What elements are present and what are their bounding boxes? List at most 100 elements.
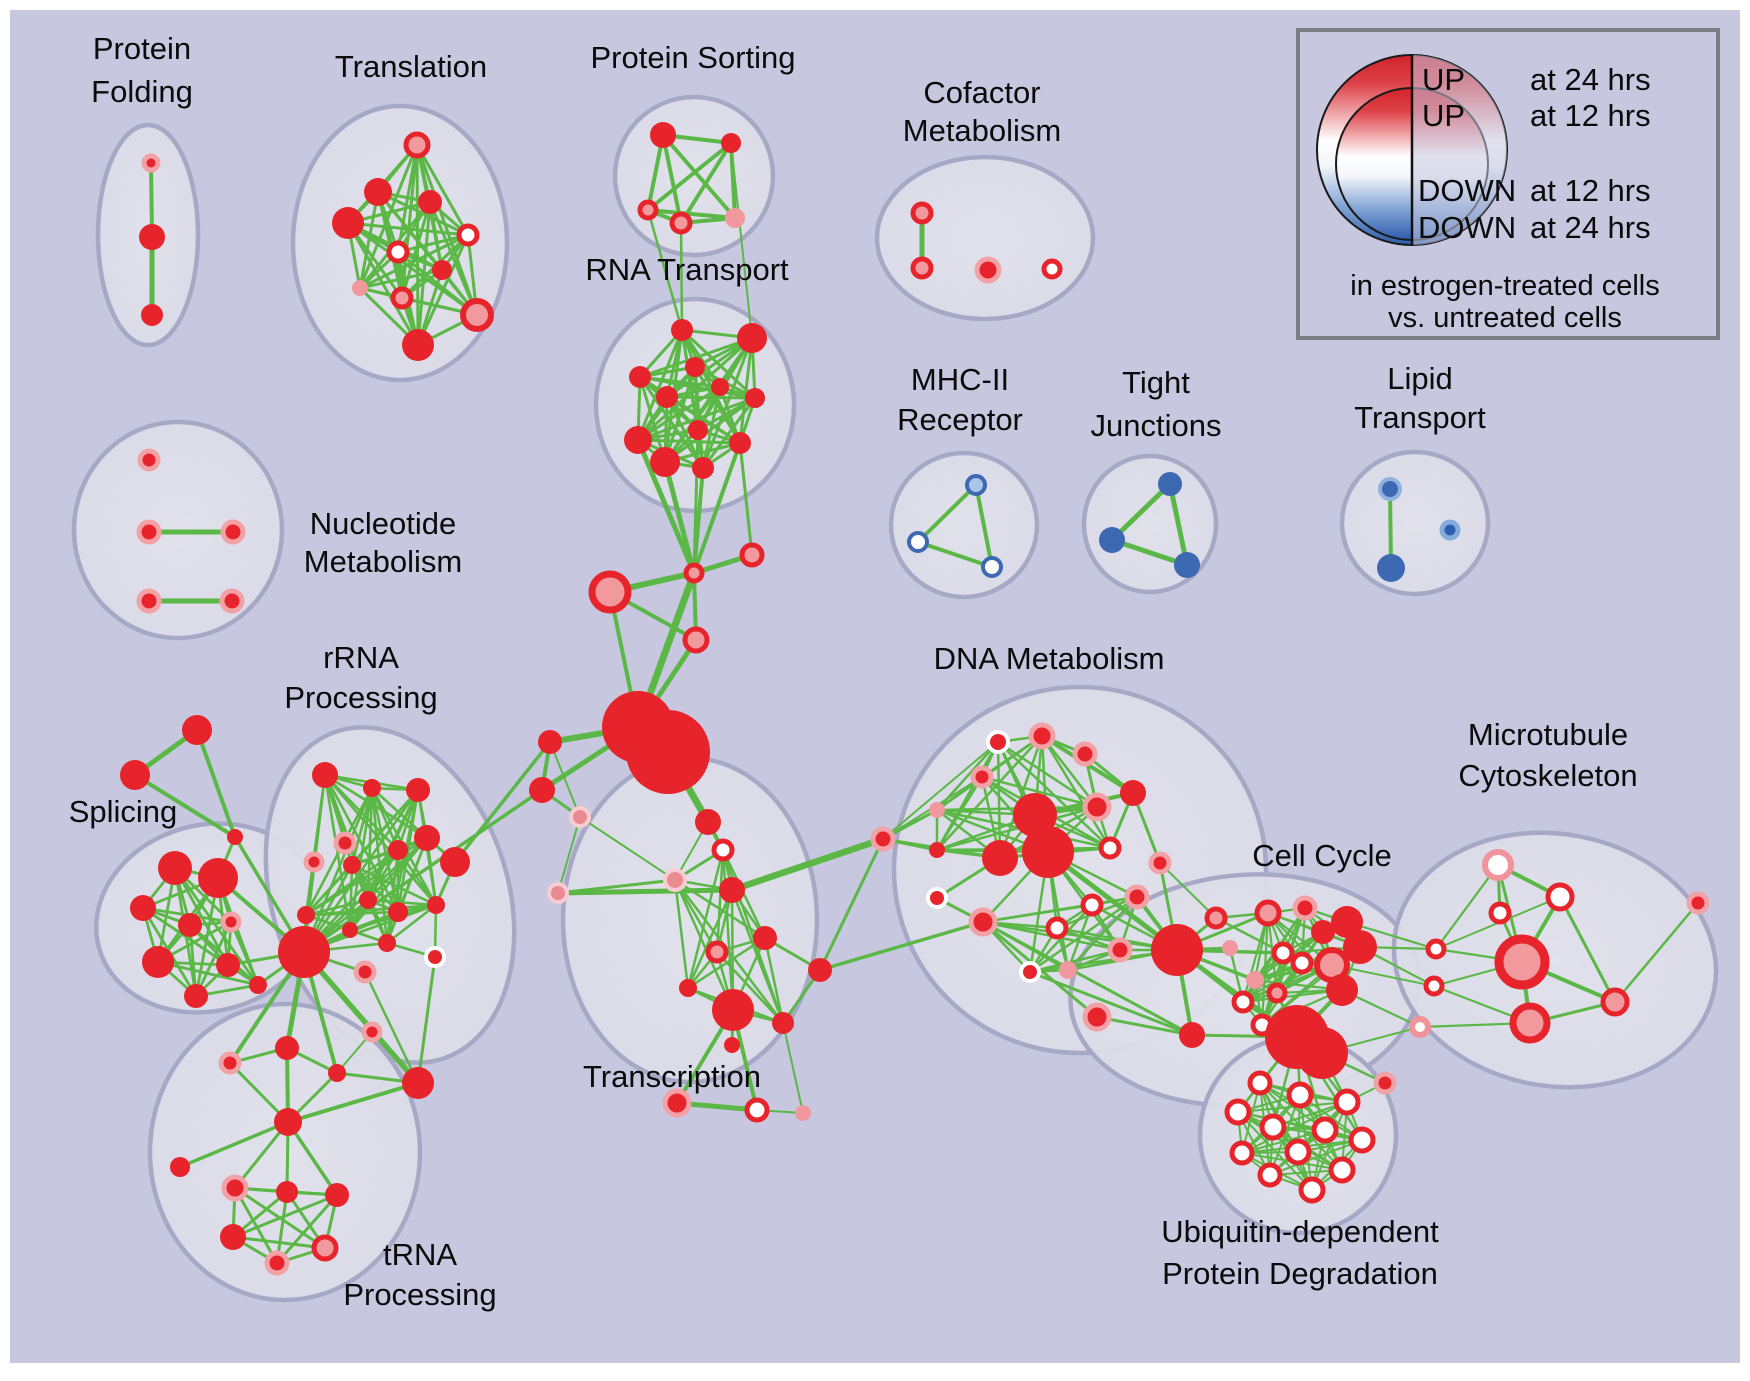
network-node-rt7	[745, 388, 765, 408]
network-edge-spT1-spT3	[195, 728, 237, 839]
cluster-label-ubiquitin-degradation-line1: Ubiquitin-dependent	[1161, 1214, 1439, 1249]
network-edge-tc10-tc14	[782, 1022, 804, 1114]
network-node-dm16	[968, 907, 998, 937]
network-node-tj1	[1158, 472, 1182, 496]
cluster-label-trna-processing-line2: Processing	[343, 1277, 496, 1312]
network-node-cc9	[1290, 951, 1314, 975]
cluster-label-translation-line1: Translation	[335, 49, 487, 84]
legend-footnote-line2: vs. untreated cells	[1388, 302, 1622, 334]
network-edge-ps2-ps5	[729, 141, 737, 220]
network-edge-rt7-rt11	[663, 396, 757, 464]
network-node-spT2	[120, 760, 150, 790]
cluster-label-microtubule-cytoskeleton-line2: Cytoskeleton	[1458, 758, 1637, 793]
network-node-dm14	[1124, 884, 1150, 910]
network-node-dmx	[1082, 1002, 1112, 1032]
network-node-tc8	[808, 958, 832, 982]
cluster-label-nucleotide-metabolism-line1: Nucleotide	[310, 506, 456, 541]
network-node-sp2	[198, 858, 238, 898]
network-node-spT1	[182, 715, 212, 745]
network-node-dm7	[1082, 792, 1112, 822]
network-edge-rr1-rr11	[323, 773, 438, 907]
network-edge-rr9-rr15	[304, 898, 370, 917]
network-edge-tc4-tc7	[686, 888, 734, 990]
cluster-label-rrna-processing-line1: rRNA	[323, 640, 399, 675]
network-node-rr16	[353, 960, 377, 984]
network-edge-la1-rr17	[453, 740, 552, 864]
network-edge-spT2-spT3	[133, 773, 237, 839]
network-edge-rt2-rt10	[738, 336, 754, 445]
cluster-label-cofactor-metabolism-line2: Metabolism	[903, 113, 1062, 148]
network-edge-rr6-rr15	[304, 863, 354, 917]
network-edge-rr6-rr12	[348, 863, 354, 932]
network-edge-mcol1-mt1	[1434, 863, 1500, 951]
network-node-rr4	[333, 831, 357, 855]
network-edge-cc7-cc12	[1241, 988, 1344, 1004]
network-node-rr13	[378, 934, 396, 952]
network-node-mt5	[1600, 987, 1630, 1017]
network-edge-dm2-dm8	[935, 734, 1044, 852]
network-node-dc	[870, 826, 896, 852]
network-edge-rt3-rt12	[638, 375, 705, 470]
network-node-cc3	[1311, 920, 1335, 944]
network-node-lp3	[1439, 519, 1461, 541]
network-node-ub8	[1229, 1140, 1255, 1166]
network-node-rt10	[729, 432, 751, 454]
network-node-rr5	[303, 851, 325, 873]
network-node-ub4	[1224, 1098, 1252, 1126]
network-edge-tc8-dc	[818, 837, 885, 972]
network-node-mcol2	[1423, 975, 1445, 997]
legend-down-24-dir: DOWN	[1418, 210, 1516, 245]
network-edge-dm16-tc8	[818, 920, 985, 972]
network-node-ps3	[637, 199, 659, 221]
network-node-tc13	[744, 1097, 770, 1123]
network-node-la1	[538, 730, 562, 754]
network-node-cc1	[1254, 899, 1282, 927]
network-node-tl8	[352, 280, 368, 296]
network-edge-rt11-cn1	[662, 459, 697, 576]
network-node-cc8	[1271, 941, 1295, 965]
cluster-ellipse-cofactor-metabolism	[874, 154, 1096, 322]
network-edge-rt6-rt8	[636, 385, 722, 442]
network-edge-mh2-mh3	[916, 540, 994, 569]
network-node-sp7	[216, 953, 240, 977]
network-edge-ub3-ub11	[1269, 1101, 1348, 1176]
network-edge-rt7-rt12	[701, 396, 757, 470]
network-edge-ps1-ps4	[661, 133, 683, 225]
network-node-dm1	[986, 730, 1010, 754]
network-node-rr3	[406, 778, 430, 802]
network-node-mh2	[907, 531, 929, 553]
network-edge-mh1-mh3	[974, 483, 994, 569]
network-node-cn4	[682, 626, 710, 654]
network-node-nm4	[136, 588, 162, 614]
network-edge-rt8-cn1	[635, 437, 697, 576]
network-edge-sp5-sp8	[194, 920, 233, 998]
network-edge-sp2-sp8	[194, 876, 220, 998]
network-node-sp9	[249, 976, 267, 994]
network-edge-tl2-tl8	[358, 190, 380, 290]
network-edge-tj1-tj2	[1109, 481, 1173, 543]
network-node-dm22	[1151, 924, 1203, 976]
network-edge-sp1-sp9	[173, 866, 260, 987]
network-edge-dm1-dm5	[935, 740, 1000, 812]
network-edge-tl1-tl5	[415, 143, 470, 237]
network-node-tc10	[772, 1012, 794, 1034]
network-edge-tc3-tc7	[673, 878, 690, 990]
network-edge-rr2-rrhub	[302, 786, 374, 954]
network-node-ps1	[650, 122, 676, 148]
network-node-tl10	[460, 298, 494, 332]
network-edge-rt10-cn1	[692, 441, 742, 575]
network-edge-dc-dm1	[882, 741, 999, 840]
network-node-tn8	[276, 1181, 298, 1203]
network-node-cc4	[1331, 906, 1363, 938]
network-edge-ps2-ps4	[679, 141, 733, 225]
network-edge-tl7-tl8	[358, 268, 444, 290]
network-node-la2	[529, 777, 555, 803]
network-edge-tj1-tj3	[1167, 481, 1190, 568]
network-node-pf1	[141, 153, 161, 173]
network-node-tn10	[220, 1224, 246, 1250]
network-node-rt11	[650, 447, 680, 477]
network-node-rt6	[711, 378, 729, 396]
cluster-label-microtubule-cytoskeleton-line1: Microtubule	[1468, 717, 1628, 752]
network-edge-ps4-rt1	[679, 221, 684, 332]
network-node-rr17	[440, 847, 470, 877]
